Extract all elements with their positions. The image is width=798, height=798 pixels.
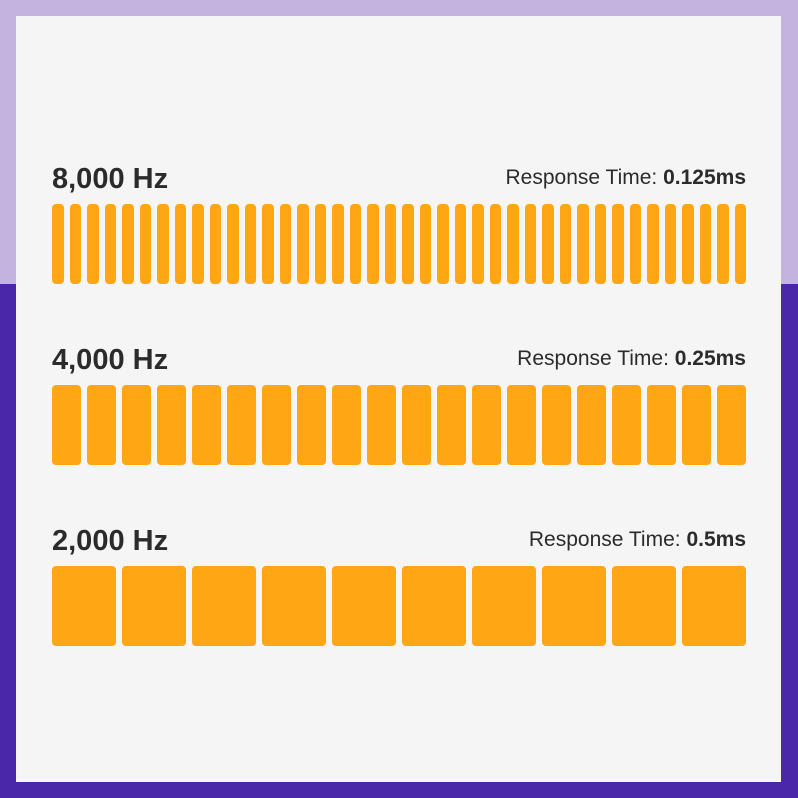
pulse-bar xyxy=(122,566,186,646)
pulse-bar xyxy=(437,204,449,284)
pulse-bar xyxy=(524,204,536,284)
response-time-label: Response Time: xyxy=(528,528,681,551)
pulse-bar xyxy=(682,566,746,646)
pulse-bar xyxy=(262,204,274,284)
pulse-bar xyxy=(367,385,396,465)
pulse-bar xyxy=(612,204,624,284)
pulse-bar xyxy=(612,566,676,646)
pulse-bar xyxy=(507,385,536,465)
response-time: Response Time: 0.125ms xyxy=(506,166,747,190)
pulse-bar xyxy=(542,204,554,284)
pulse-bar xyxy=(559,204,571,284)
pulse-bars xyxy=(52,385,746,465)
pulse-bar xyxy=(122,385,151,465)
pulse-bar xyxy=(699,204,711,284)
pulse-bar xyxy=(262,566,326,646)
pulse-bar xyxy=(647,385,676,465)
pulse-bar xyxy=(717,385,746,465)
pulse-bar xyxy=(227,204,239,284)
frequency-label: 4,000 Hz xyxy=(52,344,169,376)
pulse-bar xyxy=(209,204,221,284)
pulse-bar xyxy=(577,204,589,284)
pulse-bar xyxy=(472,204,484,284)
row-header: 2,000 Hz Response Time: 0.5ms xyxy=(52,518,746,558)
pulse-bar xyxy=(52,204,64,284)
pulse-bars xyxy=(52,204,746,284)
pulse-bar xyxy=(402,566,466,646)
response-time-value: 0.25ms xyxy=(674,347,746,370)
response-time-label: Response Time: xyxy=(517,347,669,370)
pulse-bar xyxy=(174,204,186,284)
pulse-bar xyxy=(262,385,291,465)
pulse-bar xyxy=(87,385,116,465)
response-time: Response Time: 0.5ms xyxy=(529,528,746,552)
pulse-bar xyxy=(87,204,99,284)
pulse-bar xyxy=(507,204,519,284)
row-4000hz: 4,000 Hz Response Time: 0.25ms xyxy=(52,337,746,465)
response-time-value: 0.5ms xyxy=(686,528,746,551)
pulse-bar xyxy=(664,204,676,284)
pulse-bar xyxy=(612,385,641,465)
content-panel: 8,000 Hz Response Time: 0.125ms 4,000 Hz… xyxy=(16,16,781,782)
pulse-bar xyxy=(734,204,746,284)
pulse-bar xyxy=(349,204,361,284)
pulse-bar xyxy=(157,385,186,465)
pulse-bar xyxy=(314,204,326,284)
pulse-bar xyxy=(332,566,396,646)
row-2000hz: 2,000 Hz Response Time: 0.5ms xyxy=(52,518,746,646)
pulse-bar xyxy=(594,204,606,284)
pulse-bar xyxy=(69,204,81,284)
pulse-bar xyxy=(577,385,606,465)
pulse-bar xyxy=(629,204,641,284)
pulse-bar xyxy=(367,204,379,284)
pulse-bar xyxy=(192,385,221,465)
response-time-value: 0.125ms xyxy=(663,166,746,189)
pulse-bar xyxy=(332,385,361,465)
pulse-bar xyxy=(489,204,501,284)
pulse-bar xyxy=(402,385,431,465)
pulse-bar xyxy=(419,204,431,284)
pulse-bar xyxy=(52,566,116,646)
pulse-bar xyxy=(437,385,466,465)
frequency-label: 8,000 Hz xyxy=(52,163,169,195)
frequency-label: 2,000 Hz xyxy=(52,525,169,557)
pulse-bar xyxy=(472,566,536,646)
pulse-bar xyxy=(279,204,291,284)
pulse-bar xyxy=(682,204,694,284)
pulse-bar xyxy=(244,204,256,284)
pulse-bar xyxy=(402,204,414,284)
response-time: Response Time: 0.25ms xyxy=(517,347,746,371)
pulse-bar xyxy=(104,204,116,284)
pulse-bar xyxy=(332,204,344,284)
pulse-bar xyxy=(122,204,134,284)
pulse-bar xyxy=(192,204,204,284)
pulse-bar xyxy=(542,566,606,646)
response-time-label: Response Time: xyxy=(505,166,658,189)
pulse-bar xyxy=(454,204,466,284)
pulse-bar xyxy=(192,566,256,646)
pulse-bar xyxy=(472,385,501,465)
row-header: 4,000 Hz Response Time: 0.25ms xyxy=(52,337,746,377)
pulse-bar xyxy=(647,204,659,284)
pulse-bar xyxy=(682,385,711,465)
pulse-bar xyxy=(139,204,151,284)
pulse-bar xyxy=(157,204,169,284)
pulse-bar xyxy=(542,385,571,465)
pulse-bars xyxy=(52,566,746,646)
pulse-bar xyxy=(717,204,729,284)
row-header: 8,000 Hz Response Time: 0.125ms xyxy=(52,156,746,196)
pulse-bar xyxy=(52,385,81,465)
pulse-bar xyxy=(227,385,256,465)
pulse-bar xyxy=(297,385,326,465)
pulse-bar xyxy=(384,204,396,284)
row-8000hz: 8,000 Hz Response Time: 0.125ms xyxy=(52,156,746,284)
pulse-bar xyxy=(297,204,309,284)
